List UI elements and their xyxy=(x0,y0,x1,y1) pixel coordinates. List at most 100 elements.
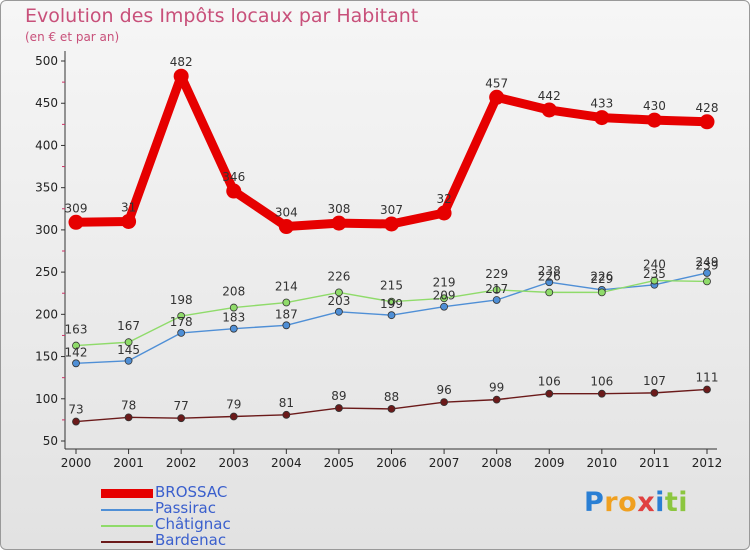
data-point xyxy=(492,395,501,404)
logo-letter: i xyxy=(655,487,665,518)
data-label: 209 xyxy=(433,289,456,303)
x-tick-label: 2012 xyxy=(692,456,723,470)
data-label: 229 xyxy=(590,272,613,286)
data-point xyxy=(384,216,399,232)
data-point xyxy=(440,294,448,303)
series-lines xyxy=(68,68,715,426)
x-tick-label: 2000 xyxy=(61,456,92,470)
data-point xyxy=(650,388,659,397)
data-label: 226 xyxy=(327,269,350,283)
data-point xyxy=(72,359,80,368)
data-label: 199 xyxy=(380,297,403,311)
y-tick-label: 150 xyxy=(35,350,58,364)
logo-letter: x xyxy=(637,487,656,518)
y-tick-label: 300 xyxy=(35,223,58,237)
y-tick-label: 50 xyxy=(43,434,58,448)
data-label: 307 xyxy=(380,203,403,217)
logo-letter: o xyxy=(618,487,638,518)
data-label: 430 xyxy=(643,99,666,113)
chart-subtitle: (en € et par an) xyxy=(25,30,120,44)
data-point xyxy=(177,414,186,423)
data-label: 226 xyxy=(538,269,561,283)
axes: 50 100 150 200 250 300 350 400 450 500 2000 2001 200… xyxy=(35,51,722,470)
legend-swatch-passirac xyxy=(101,509,153,511)
data-point xyxy=(229,303,238,312)
data-label: 240 xyxy=(643,258,666,272)
data-point xyxy=(177,312,186,320)
data-point xyxy=(492,296,501,304)
y-tick-label: 200 xyxy=(35,307,58,321)
data-point xyxy=(335,288,343,297)
data-label: 77 xyxy=(174,399,189,413)
data-label: 203 xyxy=(327,294,350,308)
data-point xyxy=(124,413,133,422)
y-tick-label: 100 xyxy=(35,392,58,406)
data-point xyxy=(282,410,291,419)
data-point xyxy=(72,341,80,350)
data-point xyxy=(440,302,448,311)
legend-swatch-brossac xyxy=(101,489,153,498)
y-tick-label: 400 xyxy=(35,138,58,152)
data-label: 81 xyxy=(279,396,294,410)
data-point xyxy=(597,389,606,398)
data-label: 106 xyxy=(590,375,613,389)
data-point xyxy=(387,297,396,306)
y-tick-label: 350 xyxy=(35,181,58,195)
data-label: 198 xyxy=(170,293,193,307)
data-label: 226 xyxy=(590,269,613,283)
data-label: 106 xyxy=(538,375,561,389)
x-tick-label: 2002 xyxy=(166,456,197,470)
y-tick-label: 250 xyxy=(35,265,58,279)
x-tick-label: 2010 xyxy=(587,456,618,470)
data-label: 88 xyxy=(384,390,399,404)
data-label: 215 xyxy=(380,279,403,293)
x-tick-label: 2003 xyxy=(218,456,249,470)
data-label: 428 xyxy=(696,101,719,115)
legend-label-bardenac: Bardenac xyxy=(155,531,227,549)
data-label: 433 xyxy=(590,97,613,111)
x-tick-label: 2005 xyxy=(324,456,355,470)
data-point xyxy=(278,219,294,235)
data-point xyxy=(646,112,662,128)
y-tick-label: 450 xyxy=(35,96,58,110)
data-point xyxy=(492,285,501,294)
data-label: 96 xyxy=(436,383,451,397)
data-label: 187 xyxy=(275,307,298,321)
data-label: 214 xyxy=(275,280,298,294)
data-point xyxy=(597,288,606,297)
data-point xyxy=(124,356,133,365)
data-point xyxy=(173,68,189,84)
data-label: 142 xyxy=(65,345,88,359)
data-point xyxy=(545,389,554,398)
data-label: 163 xyxy=(65,323,88,337)
data-label: 238 xyxy=(538,264,561,278)
data-label: 107 xyxy=(643,374,666,388)
data-label: 145 xyxy=(117,343,140,357)
y-tick-label: 500 xyxy=(35,54,58,68)
data-label: 239 xyxy=(696,258,719,272)
data-point xyxy=(699,114,715,130)
data-point xyxy=(594,110,610,126)
data-point xyxy=(489,89,505,105)
data-label: 308 xyxy=(327,202,350,216)
x-tick-label: 2008 xyxy=(481,456,512,470)
data-label: 346 xyxy=(222,170,245,184)
legend-label-passirac: Passirac xyxy=(155,499,216,517)
x-tick-label: 2011 xyxy=(639,456,670,470)
data-point xyxy=(545,288,554,297)
data-label: 79 xyxy=(226,398,241,412)
data-label: 31 xyxy=(121,200,136,214)
legend-label-chatignac: Châtignac xyxy=(155,515,231,533)
data-point xyxy=(650,276,659,285)
data-label: 99 xyxy=(489,381,504,395)
data-point xyxy=(335,404,343,412)
data-label: 442 xyxy=(538,89,561,103)
data-point xyxy=(703,269,711,277)
data-label: 208 xyxy=(222,285,245,299)
data-point xyxy=(282,321,291,330)
data-point xyxy=(226,183,242,199)
data-point xyxy=(229,412,238,421)
data-label: 219 xyxy=(433,275,456,289)
data-point xyxy=(68,214,84,230)
